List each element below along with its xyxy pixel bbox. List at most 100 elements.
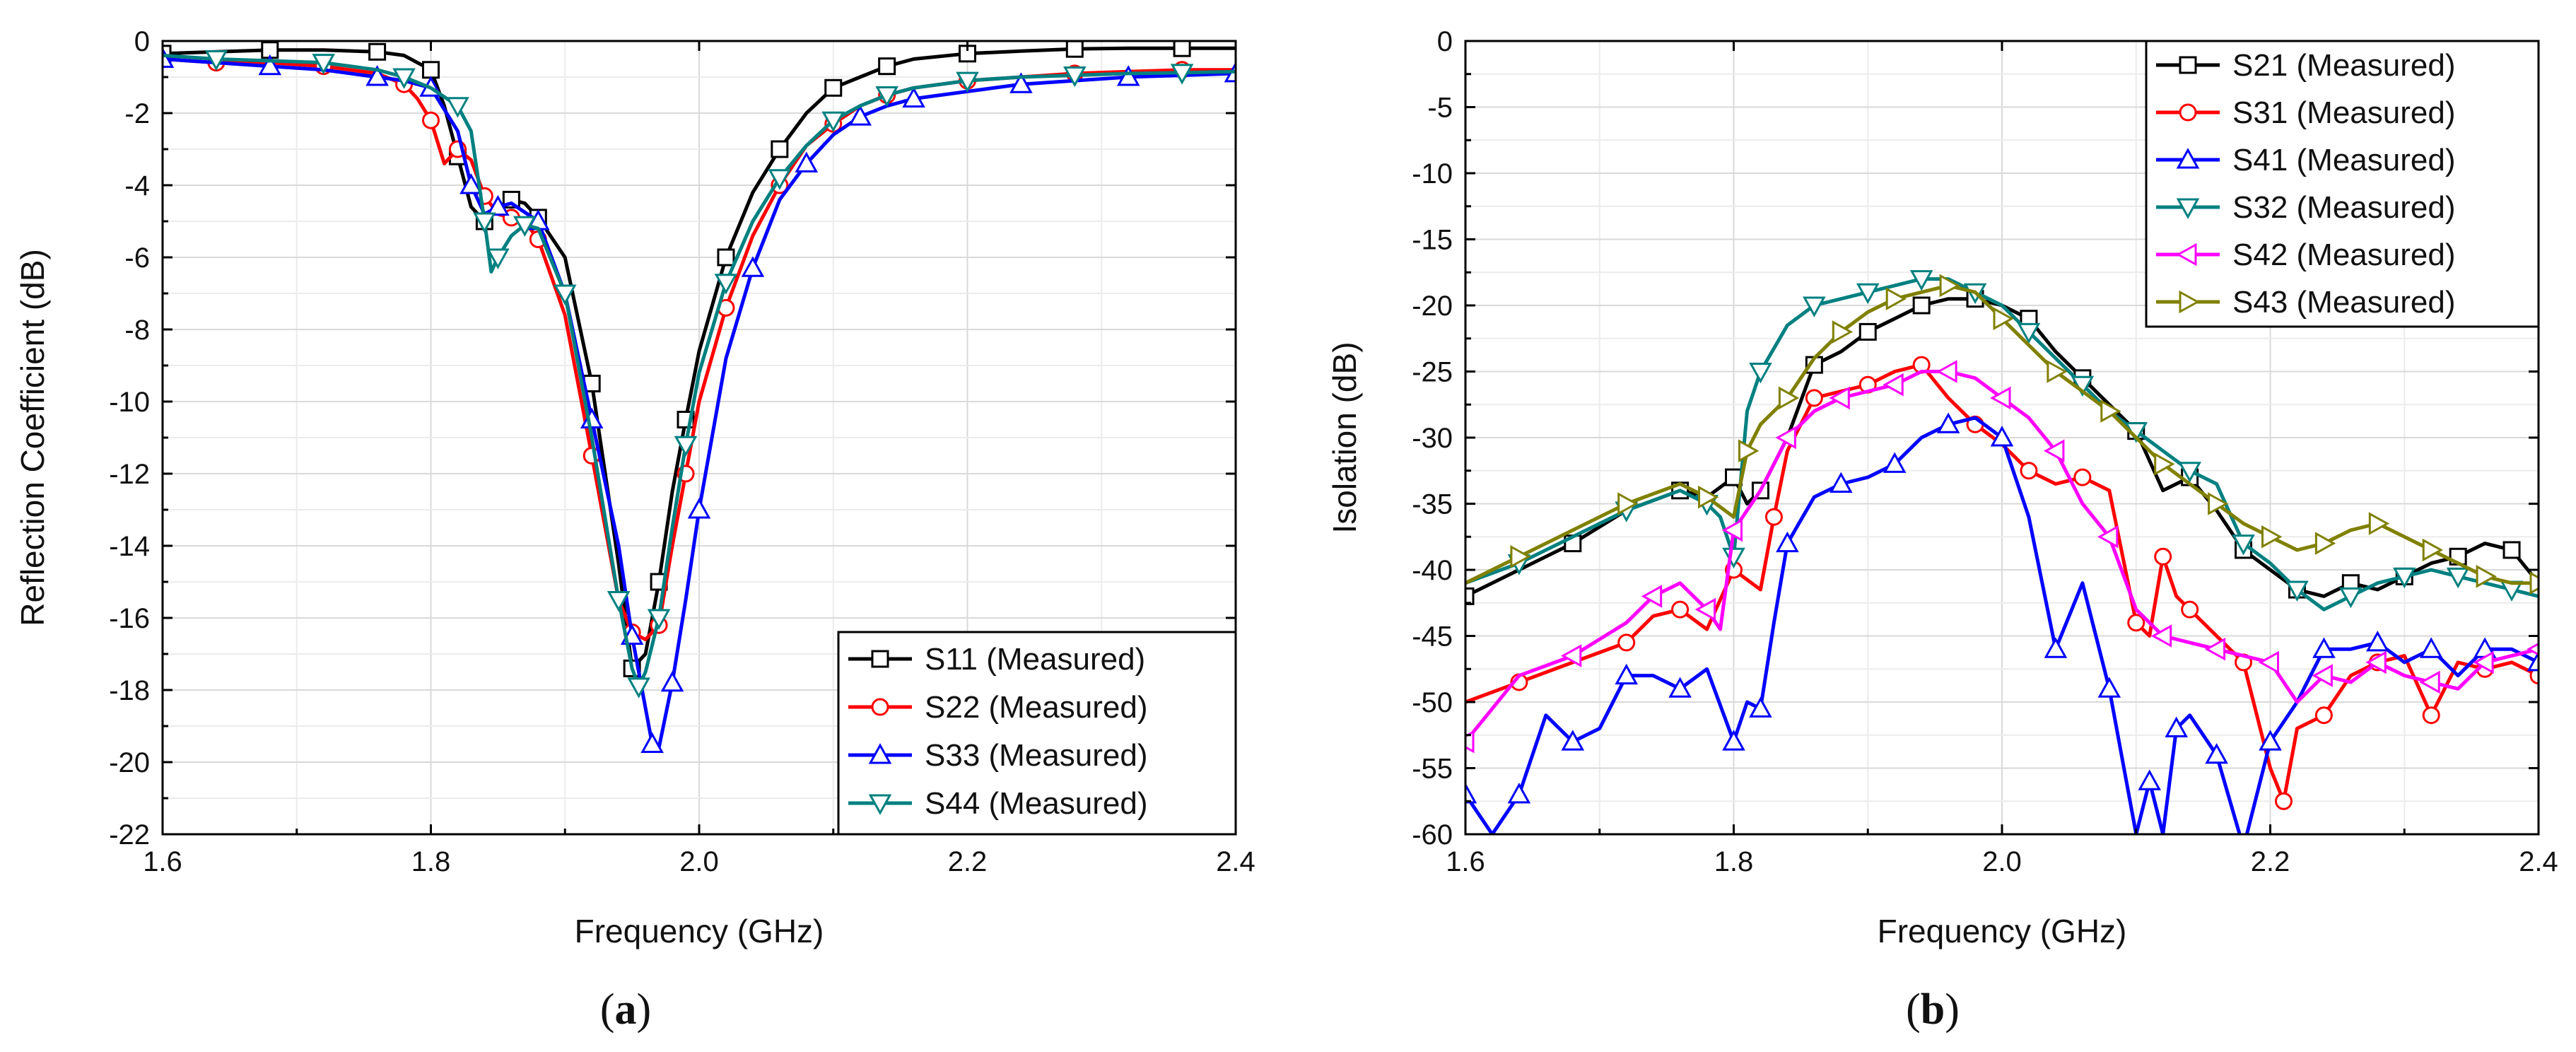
y-tick-label: -15 — [1412, 225, 1453, 256]
data-point — [2138, 769, 2162, 790]
data-point — [258, 54, 282, 76]
legend: S21 (Measured) S31 (Measured) S41 (Measure… — [2145, 40, 2540, 328]
data-point — [2419, 637, 2443, 658]
data-point — [2366, 631, 2389, 652]
data-point — [878, 57, 896, 76]
data-point — [1507, 783, 1531, 804]
y-tick-label: -12 — [109, 459, 150, 490]
data-point — [2020, 462, 2038, 480]
data-point — [2232, 534, 2255, 556]
legend-marker — [2176, 148, 2200, 169]
data-point — [2017, 322, 2041, 344]
x-axis-title: Frequency (GHz) — [1878, 913, 2127, 949]
x-axis: 1.6 1.8 2.0 2.2 2.4 — [1446, 41, 2558, 877]
data-point — [2261, 525, 2283, 549]
legend-label: S31 (Measured) — [2232, 95, 2455, 130]
data-point — [1885, 287, 1907, 310]
legend-label: S22 (Measured) — [925, 690, 1147, 725]
data-point — [486, 248, 510, 269]
series-group — [163, 41, 1236, 753]
caption-letter: a — [615, 986, 637, 1034]
y-tick-label: -20 — [109, 747, 150, 778]
legend-marker — [2179, 103, 2197, 122]
data-point — [1805, 389, 1823, 407]
data-point — [647, 609, 671, 630]
chart-panel-a: 1.6 1.8 2.0 2.2 2.4 0 -2 -4 -6 -8 -10 -12 -14 -16 -18 -… — [14, 26, 1255, 1034]
data-point — [902, 86, 925, 108]
data-point — [2529, 667, 2539, 685]
legend-item: S42 (Measured) — [2156, 238, 2455, 272]
y-axis-title: Reflection Coefficient (dB) — [14, 249, 51, 626]
data-point — [1775, 426, 1796, 450]
panel-caption: (b) — [1906, 986, 1960, 1034]
data-point — [1883, 452, 1907, 473]
data-point — [2047, 360, 2068, 383]
data-point — [2205, 742, 2228, 764]
data-point — [2422, 706, 2440, 725]
y-tick-label: -22 — [109, 819, 150, 851]
y-axis: 0 -5 -10 -15 -20 -25 -30 -35 -40 -45 -50 -55 -60 — [1412, 26, 2539, 851]
data-point — [1764, 508, 1783, 526]
x-tick-label: 1.6 — [1446, 846, 1485, 877]
data-point — [446, 97, 469, 118]
data-point — [2529, 571, 2539, 595]
legend-marker — [871, 650, 889, 668]
legend-marker — [868, 794, 892, 815]
data-point — [1721, 518, 1743, 542]
data-point — [1912, 296, 1931, 315]
data-point — [1778, 386, 1800, 410]
data-point — [2154, 452, 2175, 476]
caption-close-paren: ) — [1945, 986, 1960, 1034]
data-point — [1465, 730, 1475, 754]
data-point — [2274, 792, 2293, 810]
data-point — [627, 677, 650, 699]
data-point — [2150, 624, 2172, 648]
legend-item: S41 (Measured) — [2156, 143, 2455, 177]
data-point — [1749, 696, 1772, 718]
y-tick-label: -60 — [1412, 819, 1453, 851]
x-tick-label: 1.8 — [1714, 846, 1754, 877]
data-point — [1065, 41, 1084, 58]
y-tick-label: -25 — [1412, 357, 1453, 388]
legend-item: S22 (Measured) — [848, 690, 1147, 725]
data-point — [513, 216, 537, 237]
data-point — [2422, 538, 2444, 562]
y-tick-label: -2 — [124, 98, 150, 129]
legend: S11 (Measured) S22 (Measured) S33 (Measure… — [837, 631, 1237, 836]
data-point — [824, 78, 843, 97]
data-point — [771, 140, 789, 158]
x-tick-label: 2.2 — [948, 846, 988, 877]
data-point — [1560, 644, 1582, 667]
data-point — [2446, 567, 2470, 589]
data-point — [2314, 532, 2336, 555]
legend-marker — [868, 743, 892, 764]
data-point — [875, 86, 898, 107]
legend-item: S44 (Measured) — [848, 786, 1147, 821]
y-tick-label: -8 — [124, 315, 150, 346]
data-point — [714, 274, 738, 295]
legend-label: S41 (Measured) — [2232, 143, 2455, 177]
y-tick-label: -6 — [124, 242, 150, 274]
y-axis: 0 -2 -4 -6 -8 -10 -12 -14 -16 -18 -20 -22 — [109, 26, 1236, 851]
data-point — [2259, 730, 2282, 751]
data-point — [1936, 412, 1960, 433]
y-tick-label: -55 — [1412, 754, 1453, 785]
legend-item: S32 (Measured) — [2156, 190, 2455, 225]
x-tick-label: 1.8 — [411, 846, 451, 877]
data-point — [2178, 462, 2201, 483]
data-point — [741, 256, 765, 277]
data-point — [2154, 547, 2172, 566]
data-point — [1990, 386, 2011, 410]
data-point — [660, 670, 684, 692]
x-axis: 1.6 1.8 2.0 2.2 2.4 — [143, 41, 1255, 877]
y-axis-title: Isolation (dB) — [1326, 341, 1363, 533]
y-tick-label: -14 — [109, 531, 150, 562]
panel-caption: (a) — [600, 986, 651, 1034]
data-point — [2044, 637, 2068, 658]
data-point — [1990, 426, 2014, 447]
x-tick-label: 2.0 — [1982, 846, 2022, 877]
data-point — [607, 591, 631, 612]
data-point — [795, 151, 819, 173]
y-tick-label: -35 — [1412, 489, 1453, 520]
